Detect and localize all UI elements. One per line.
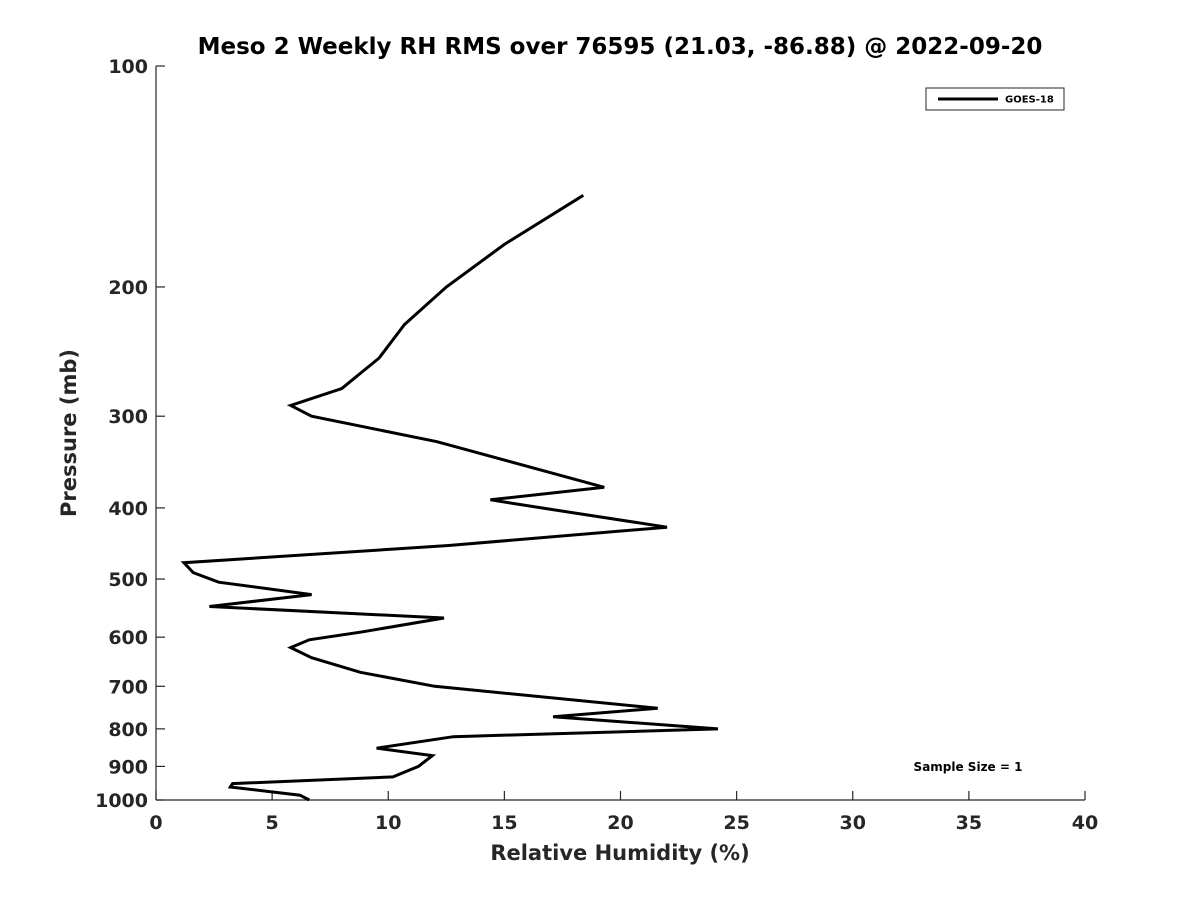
x-tick-label: 0 bbox=[149, 812, 162, 834]
series-layer bbox=[180, 194, 719, 802]
y-tick-label: 100 bbox=[108, 56, 148, 78]
sample-size-annotation: Sample Size = 1 bbox=[914, 760, 1023, 774]
series-line-goes-18 bbox=[180, 194, 719, 802]
legend: GOES-18 bbox=[925, 87, 1065, 111]
x-tick-label: 40 bbox=[1072, 812, 1098, 834]
x-tick-label: 30 bbox=[840, 812, 866, 834]
x-tick-label: 10 bbox=[375, 812, 401, 834]
y-tick-label: 300 bbox=[108, 406, 148, 428]
y-tick-label: 600 bbox=[108, 627, 148, 649]
y-tick-label: 400 bbox=[108, 498, 148, 520]
y-tick-label: 200 bbox=[108, 277, 148, 299]
x-tick-label: 15 bbox=[491, 812, 517, 834]
y-tick-label: 500 bbox=[108, 569, 148, 591]
y-ticks: 100 200 300 400 500 600 700 800 900 1000 bbox=[95, 56, 165, 812]
legend-label: GOES-18 bbox=[1005, 95, 1054, 106]
x-axis-title: Relative Humidity (%) bbox=[490, 841, 749, 865]
x-ticks: 0 5 10 15 20 25 30 35 40 bbox=[149, 791, 1098, 834]
x-tick-label: 25 bbox=[723, 812, 749, 834]
y-tick-label: 700 bbox=[108, 676, 148, 698]
x-tick-label: 5 bbox=[266, 812, 279, 834]
x-tick-label: 20 bbox=[607, 812, 633, 834]
y-axis-title: Pressure (mb) bbox=[57, 349, 81, 517]
y-tick-label: 900 bbox=[108, 756, 148, 778]
y-tick-label: 1000 bbox=[95, 790, 148, 812]
axes bbox=[155, 66, 1085, 801]
chart-title: Meso 2 Weekly RH RMS over 76595 (21.03, … bbox=[198, 34, 1043, 60]
y-tick-label: 800 bbox=[108, 719, 148, 741]
x-tick-label: 35 bbox=[956, 812, 982, 834]
